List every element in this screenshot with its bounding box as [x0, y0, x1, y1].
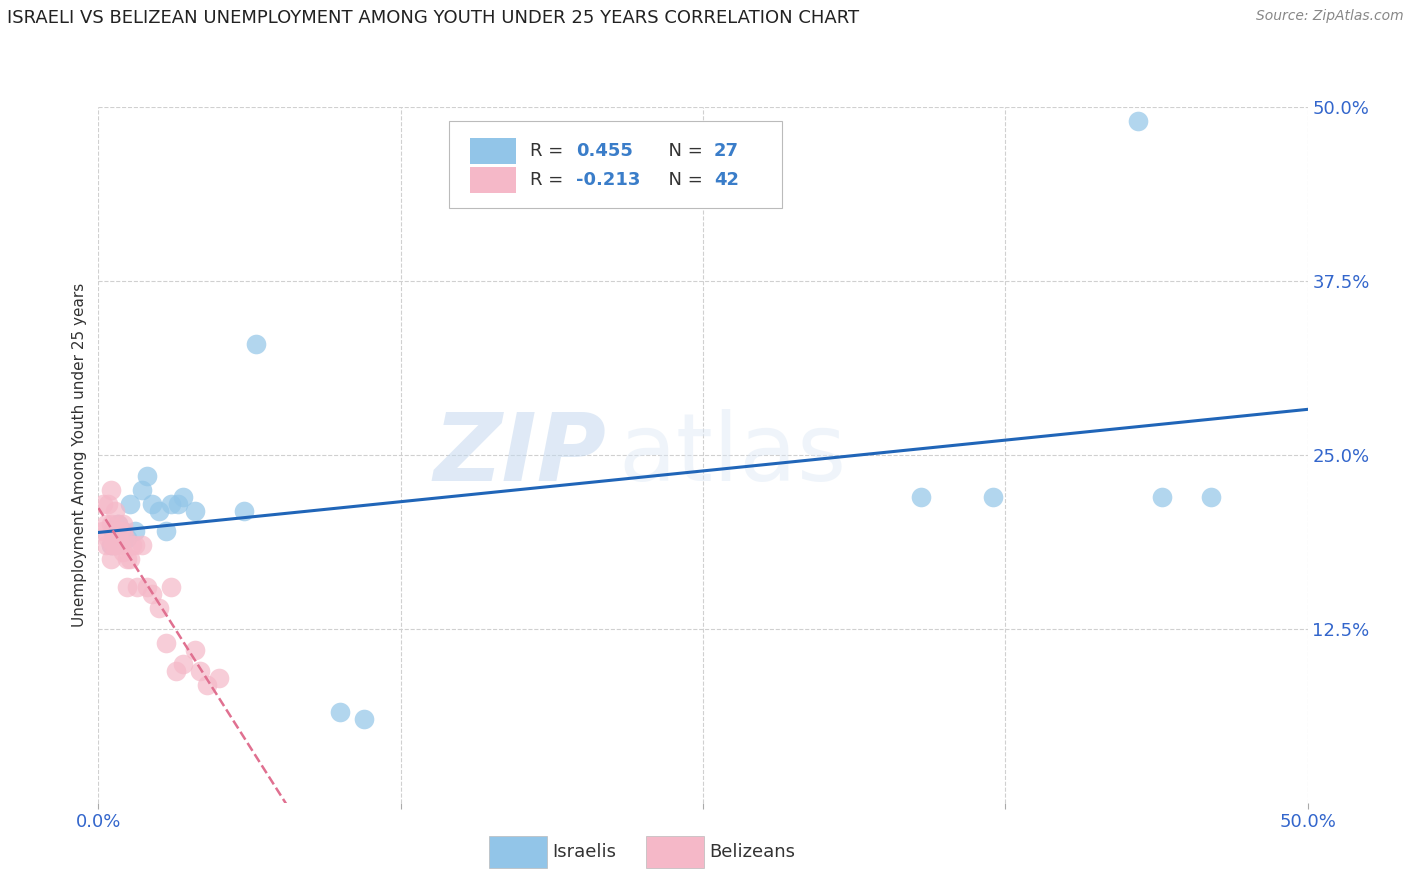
FancyBboxPatch shape: [470, 137, 516, 164]
Point: [160, 580, 183, 594]
Point: [108, 524, 131, 539]
Point: [118, 552, 141, 566]
Y-axis label: Unemployment Among Youth under 25 years: Unemployment Among Youth under 25 years: [72, 283, 87, 627]
Point: [121, 538, 143, 552]
Point: [117, 580, 139, 594]
FancyBboxPatch shape: [647, 836, 704, 868]
Point: [981, 490, 1004, 504]
Point: [104, 503, 127, 517]
Point: [329, 706, 352, 720]
Point: [167, 497, 190, 511]
Point: [97, 532, 120, 546]
Point: [91, 497, 114, 511]
Text: Belizeans: Belizeans: [709, 843, 794, 861]
Point: [910, 490, 932, 504]
Point: [100, 538, 122, 552]
Point: [353, 712, 375, 726]
Point: [188, 664, 211, 678]
Point: [155, 524, 177, 539]
Point: [1199, 490, 1222, 504]
Text: ISRAELI VS BELIZEAN UNEMPLOYMENT AMONG YOUTH UNDER 25 YEARS CORRELATION CHART: ISRAELI VS BELIZEAN UNEMPLOYMENT AMONG Y…: [7, 9, 859, 27]
Point: [148, 601, 170, 615]
Point: [104, 538, 127, 552]
Point: [107, 524, 129, 539]
Point: [107, 517, 129, 532]
Text: 0.455: 0.455: [576, 142, 633, 160]
Point: [91, 524, 114, 539]
Text: Israelis: Israelis: [553, 843, 616, 861]
FancyBboxPatch shape: [470, 167, 516, 194]
Text: R =: R =: [530, 142, 569, 160]
Point: [135, 580, 157, 594]
Point: [108, 538, 131, 552]
Point: [111, 524, 134, 539]
Point: [118, 497, 141, 511]
Point: [245, 336, 267, 351]
Point: [101, 524, 124, 539]
Text: 42: 42: [714, 171, 740, 189]
Point: [100, 538, 122, 552]
Point: [195, 677, 218, 691]
Point: [100, 483, 122, 497]
Point: [184, 503, 207, 517]
Point: [131, 538, 153, 552]
FancyBboxPatch shape: [489, 836, 547, 868]
Point: [232, 503, 254, 517]
Text: N =: N =: [657, 171, 709, 189]
Point: [1152, 490, 1174, 504]
Point: [141, 587, 163, 601]
FancyBboxPatch shape: [449, 121, 782, 208]
Point: [104, 538, 127, 552]
Point: [141, 497, 163, 511]
Text: atlas: atlas: [619, 409, 846, 501]
Point: [111, 545, 134, 559]
Point: [165, 664, 187, 678]
Point: [208, 671, 231, 685]
Text: N =: N =: [657, 142, 709, 160]
Point: [117, 552, 139, 566]
Point: [114, 532, 136, 546]
Point: [148, 503, 170, 517]
Point: [94, 538, 117, 552]
Point: [117, 532, 139, 546]
Point: [124, 538, 146, 552]
Point: [135, 468, 157, 483]
Point: [155, 636, 177, 650]
Point: [160, 497, 183, 511]
Point: [107, 517, 129, 532]
Point: [111, 517, 134, 532]
Point: [172, 657, 194, 671]
Point: [101, 538, 124, 552]
Text: R =: R =: [530, 171, 569, 189]
Text: Source: ZipAtlas.com: Source: ZipAtlas.com: [1256, 9, 1403, 23]
Text: -0.213: -0.213: [576, 171, 640, 189]
Point: [184, 642, 207, 657]
Point: [124, 524, 146, 539]
Point: [104, 524, 127, 539]
Point: [111, 524, 134, 539]
Point: [127, 580, 149, 594]
Point: [100, 517, 122, 532]
Point: [172, 490, 194, 504]
Point: [97, 497, 120, 511]
Point: [100, 552, 122, 566]
Point: [131, 483, 153, 497]
Point: [107, 532, 129, 546]
Point: [108, 532, 131, 546]
Point: [101, 524, 124, 539]
Point: [94, 517, 117, 532]
Text: 27: 27: [714, 142, 740, 160]
Point: [1128, 114, 1150, 128]
Text: ZIP: ZIP: [433, 409, 606, 501]
